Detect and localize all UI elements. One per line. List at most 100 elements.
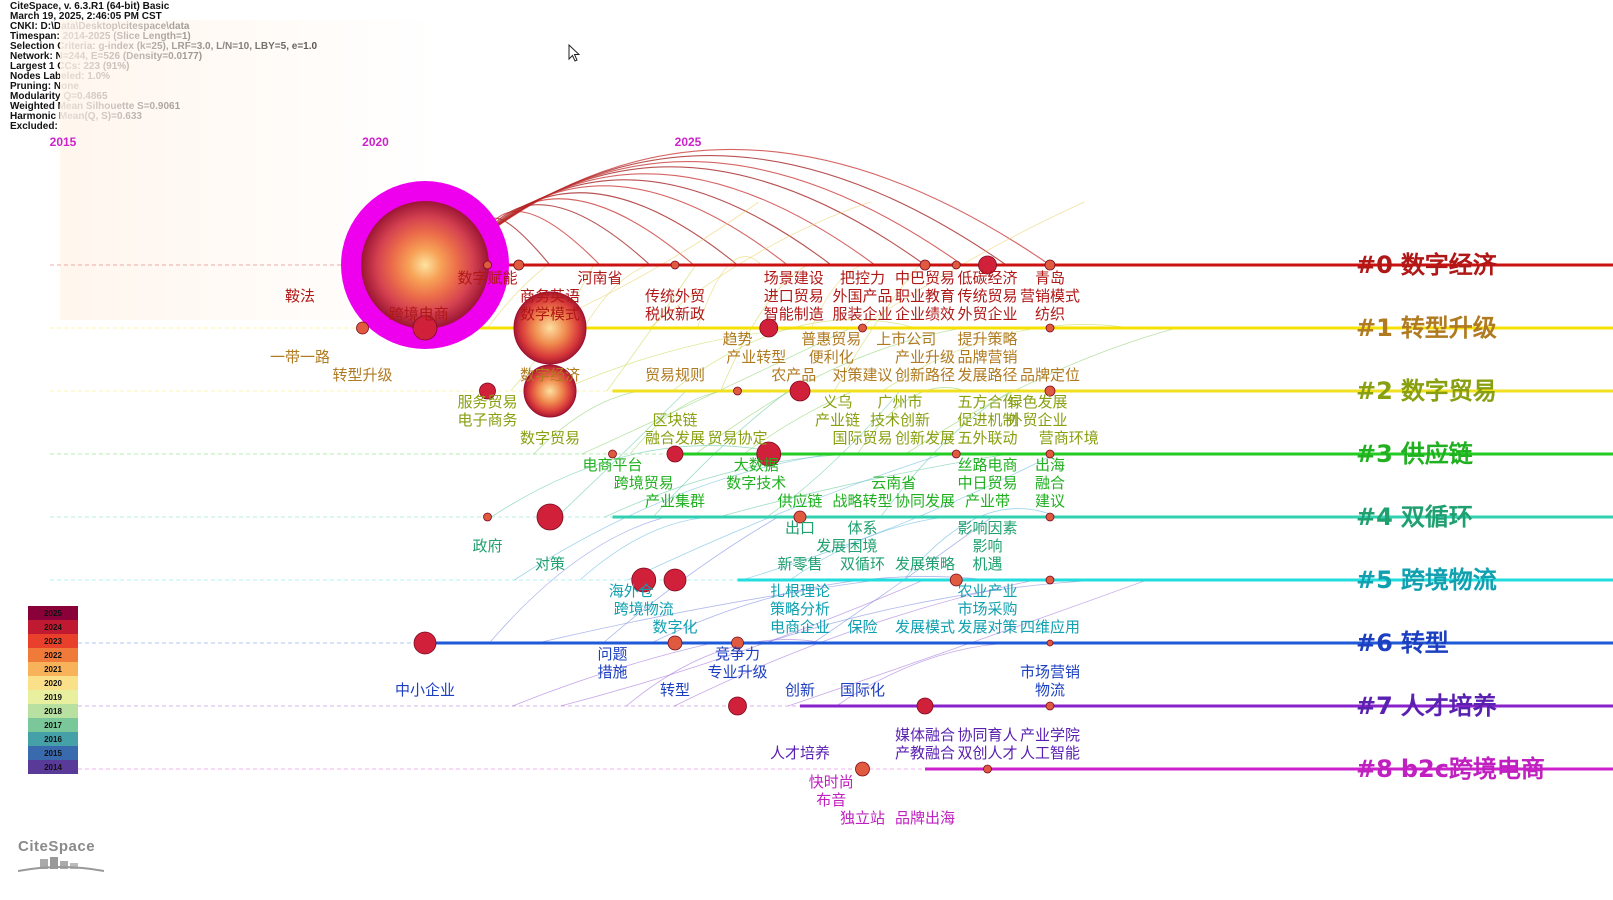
keyword-label: 发展模式: [895, 618, 955, 636]
cluster-label: #8 b2c跨境电商: [1356, 755, 1545, 783]
keyword-label: 中日贸易: [957, 474, 1017, 492]
link-arc: [583, 264, 650, 329]
keyword-label: 云南省: [871, 474, 916, 492]
keyword-label: 中巴贸易: [895, 269, 955, 287]
keyword-label: 人工智能: [1020, 744, 1080, 762]
keyword-label: 策略分析: [770, 600, 830, 618]
keyword-label: 布音: [816, 791, 846, 809]
keyword-label: 机遇: [972, 555, 1002, 573]
cluster-name: b2c跨境电商: [1401, 755, 1545, 783]
logo-text: CiteSpace: [18, 838, 96, 855]
link-arc: [602, 516, 779, 644]
keyword-label: 转型升级: [332, 366, 392, 384]
keyword-label: 服装企业: [832, 305, 892, 323]
cluster-name: 转型升级: [1401, 314, 1497, 342]
keyword-label: 电商平台: [582, 456, 642, 474]
keyword-label: 政府: [472, 537, 502, 555]
cluster-node: [855, 761, 870, 777]
cluster-node: [759, 318, 779, 338]
cluster-id: #1: [1356, 314, 1393, 342]
legend-swatch: [28, 662, 78, 676]
info-line: Excluded:: [10, 121, 58, 132]
cluster-id: #3: [1356, 440, 1393, 468]
legend-year: 2021: [44, 665, 62, 674]
keyword-label: 物流: [1035, 681, 1065, 699]
keyword-label: 农业产业: [957, 582, 1017, 600]
cluster-id: #7: [1356, 692, 1393, 720]
cluster-node: [916, 697, 934, 715]
keyword-label: 竞争力: [715, 645, 760, 663]
cluster-node: [361, 201, 489, 329]
cluster-name: 双循环: [1401, 503, 1473, 531]
cluster-name: 数字经济: [1401, 251, 1498, 279]
keyword-label: 影响因素: [957, 519, 1017, 537]
link-arc: [651, 576, 990, 644]
keyword-label: 跨境电商: [389, 305, 449, 323]
keyword-label: 跨境物流: [614, 600, 674, 618]
keyword-label: 独立站: [840, 809, 885, 827]
link-arc: [741, 453, 1056, 581]
keyword-label: 外贸企业: [1007, 411, 1067, 429]
keyword-label: 措施: [597, 663, 627, 681]
link-arc: [556, 390, 687, 518]
keyword-label: 品牌出海: [895, 809, 955, 827]
legend-swatch: [28, 606, 78, 620]
legend-year: 2018: [44, 707, 62, 716]
link-arc: [487, 264, 548, 329]
link-arc: [882, 324, 1131, 392]
legend-swatch: [28, 676, 78, 690]
cluster-id: #6: [1356, 629, 1393, 657]
cluster-node: [513, 259, 525, 271]
cluster-node: [631, 567, 657, 593]
cluster-node: [483, 260, 492, 270]
keyword-label: 供应链: [777, 492, 822, 510]
link-arc: [484, 179, 832, 266]
legend-swatch: [28, 620, 78, 634]
keyword-label: 便利化: [809, 348, 854, 366]
keyword-label: 数字贸易: [520, 429, 580, 447]
legend-year: 2019: [44, 693, 62, 702]
keyword-label: 纺织: [1035, 305, 1065, 323]
cluster-label: #7 人才培养: [1356, 692, 1497, 720]
cluster-node: [1044, 385, 1056, 397]
keyword-label: 专业升级: [707, 663, 767, 681]
keyword-label: 发展对策: [957, 618, 1017, 636]
cluster-name: 数字贸易: [1401, 377, 1497, 405]
legend-year: 2015: [44, 749, 62, 758]
link-arc: [484, 155, 1007, 266]
legend-swatch: [28, 704, 78, 718]
cluster-node: [356, 321, 369, 335]
keyword-label: 人才培养: [770, 744, 830, 762]
keyword-label: 问题: [597, 645, 627, 663]
keyword-label: 商务英语: [520, 287, 580, 305]
cluster-node: [789, 380, 811, 402]
keyword-label: 中小企业: [395, 681, 455, 699]
link-arc: [695, 327, 963, 455]
keyword-label: 青岛: [1035, 269, 1065, 287]
keyword-label: 融合发展: [645, 429, 705, 447]
cluster-name: 转型: [1401, 629, 1449, 657]
cluster-node: [483, 512, 492, 522]
cluster-node: [728, 696, 747, 716]
keyword-label: 数字赋能: [457, 269, 517, 287]
keyword-label: 外国产品: [832, 287, 892, 305]
legend-swatch: [28, 634, 78, 648]
keyword-label: 普惠贸易: [801, 330, 861, 348]
link-arc: [560, 579, 924, 707]
keyword-label: 五外联动: [957, 429, 1017, 447]
keyword-label: 发展策略: [895, 555, 955, 573]
keyword-label: 保险: [847, 618, 877, 636]
keyword-label: 产业带: [965, 492, 1010, 510]
cluster-node: [793, 510, 807, 524]
legend-year: 2025: [44, 609, 62, 618]
keyword-label: 困境: [847, 537, 877, 555]
keyword-label: 影响: [972, 537, 1002, 555]
cluster-node: [1045, 323, 1055, 333]
keyword-label: 产业学院: [1020, 726, 1080, 744]
cluster-name: 供应链: [1400, 440, 1474, 468]
link-arc: [649, 201, 871, 329]
link-arc: [489, 516, 667, 644]
cluster-label: #5 跨境物流: [1356, 566, 1497, 594]
link-arc: [484, 192, 738, 266]
keyword-label: 农产品: [771, 366, 816, 384]
